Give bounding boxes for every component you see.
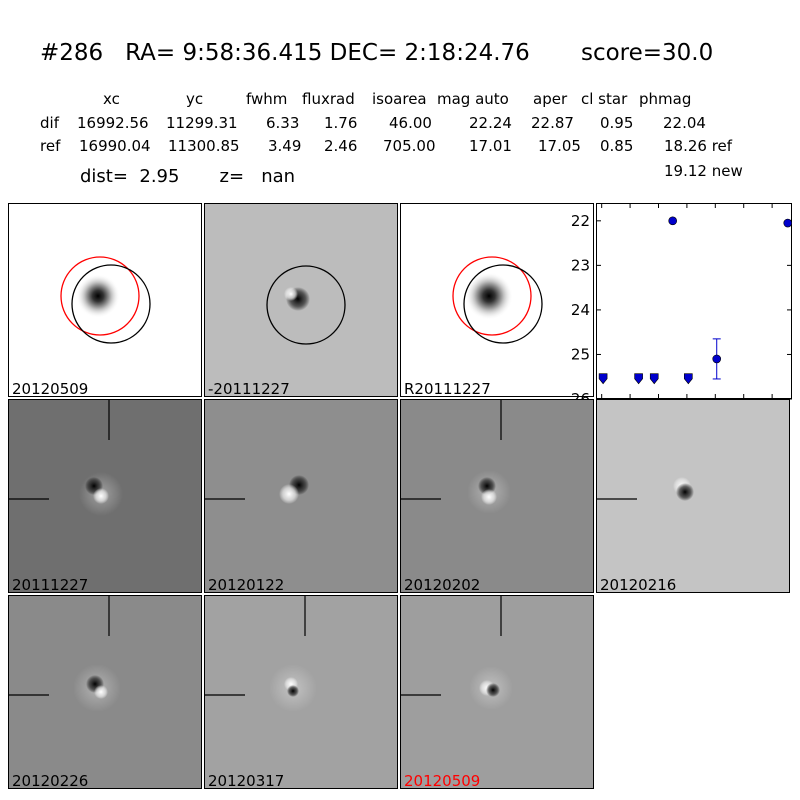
y-tick-label: 25 (571, 345, 590, 363)
detection-point (783, 218, 793, 228)
col-fwhm: fwhm (246, 90, 288, 108)
source-positive (284, 287, 298, 301)
dif-cl-star: 0.95 (600, 114, 634, 132)
dif-fluxrad: 1.76 (324, 114, 358, 132)
stamp-epoch: 20120226 (8, 595, 202, 789)
upper-limit-marker (684, 373, 693, 385)
plot-frame (596, 203, 792, 399)
stamp-new-image: 20120509 (8, 203, 202, 397)
stamp-epoch: 20111227 (8, 399, 202, 593)
col-yc: yc (186, 90, 204, 108)
y-tick-label: 23 (571, 256, 590, 274)
ref-mag-auto: 17.01 (469, 137, 512, 155)
dif-phmag: 22.04 (663, 114, 706, 132)
dif-aper: 22.87 (531, 114, 574, 132)
col-aper: aper (533, 90, 568, 108)
y-tick-label: 22 (571, 212, 590, 230)
stamp-epoch: 20120509 (400, 595, 594, 789)
stamp-epoch: 20120216 (596, 399, 790, 593)
detection-point (668, 216, 677, 226)
col-cl-star: cl star (581, 90, 628, 108)
ref-aper: 17.05 (538, 137, 581, 155)
ref-xc: 16990.04 (79, 137, 151, 155)
stamp-date: 20120509 (12, 380, 89, 397)
upper-limit-marker (649, 373, 659, 385)
source-negative (486, 683, 500, 697)
row-label-dif: dif (40, 114, 59, 132)
stamp-date: -20111227 (208, 380, 290, 397)
light-curve-chart: 2223242526020406080100120 (571, 203, 793, 419)
ref-aperture-circle (452, 256, 532, 336)
new-aperture-circle (71, 264, 151, 344)
y-tick-label: 24 (571, 301, 590, 319)
source-positive (279, 484, 299, 504)
light-curve-svg: 2223242526020406080100120 (571, 203, 793, 419)
dif-isoarea: 46.00 (389, 114, 432, 132)
source-positive (94, 685, 108, 699)
col-xc: xc (103, 90, 120, 108)
aperture-circle (266, 265, 346, 345)
source-negative (287, 685, 299, 697)
new-phmag: 19.12 new (664, 162, 743, 180)
ref-fluxrad: 2.46 (324, 137, 358, 155)
stamp-date: 20120226 (12, 772, 89, 789)
stamp-date: 20111227 (12, 576, 89, 593)
source-blob (76, 274, 120, 318)
dif-yc: 11299.31 (166, 114, 238, 132)
source-negative (676, 483, 694, 501)
source-blob (465, 272, 513, 320)
upper-limit-marker (598, 373, 608, 385)
ref-phmag: 18.26 ref (664, 137, 733, 155)
stamp-date: 20120202 (404, 576, 481, 593)
stamp-date: 20120216 (600, 576, 677, 593)
source-positive (93, 488, 109, 504)
col-fluxrad: fluxrad (302, 90, 355, 108)
dist-readout: dist= 2.95 z= nan (80, 166, 296, 187)
col-mag-auto: mag auto (437, 90, 509, 108)
source-positive (481, 489, 497, 505)
stamp-epoch: 20120317 (204, 595, 398, 789)
stamp-date: 20120317 (208, 772, 285, 789)
stamp-epoch: 20120122 (204, 399, 398, 593)
new-aperture-circle (463, 264, 543, 344)
stamp-date: 20120122 (208, 576, 285, 593)
stamp-diff-image: -20111227 (204, 203, 398, 397)
candidate-title: #286 RA= 9:58:36.415 DEC= 2:18:24.76 sco… (40, 40, 714, 66)
ref-isoarea: 705.00 (383, 137, 436, 155)
stamp-ref-image: R20111227 (400, 203, 594, 397)
dif-mag-auto: 22.24 (469, 114, 512, 132)
ref-aperture-circle (60, 256, 140, 336)
ref-yc: 11300.85 (168, 137, 240, 155)
dif-fwhm: 6.33 (266, 114, 300, 132)
ref-cl-star: 0.85 (600, 137, 634, 155)
detection-point (712, 354, 722, 364)
dif-xc: 16992.56 (77, 114, 149, 132)
ref-fwhm: 3.49 (268, 137, 302, 155)
row-label-ref: ref (40, 137, 61, 155)
stamp-date: R20111227 (404, 380, 491, 397)
col-phmag: phmag (639, 90, 692, 108)
stamp-epoch: 20120202 (400, 399, 594, 593)
upper-limit-marker (634, 373, 643, 385)
col-isoarea: isoarea (372, 90, 427, 108)
stamp-date: 20120509 (404, 772, 481, 789)
